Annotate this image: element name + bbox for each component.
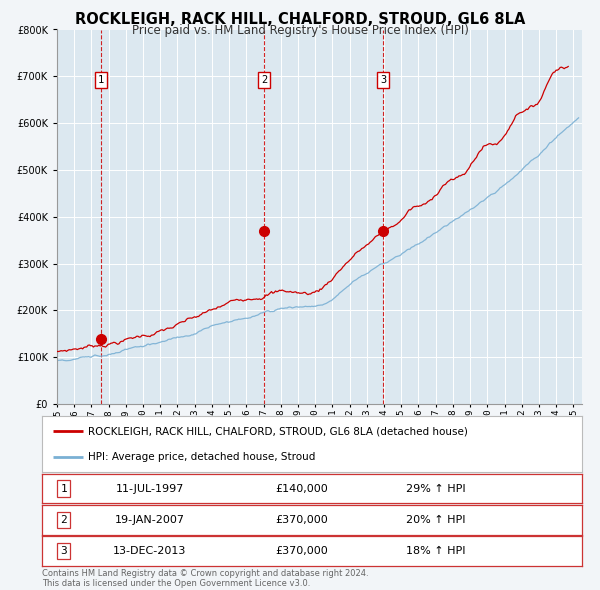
Text: HPI: Average price, detached house, Stroud: HPI: Average price, detached house, Stro…: [88, 452, 315, 462]
Text: Price paid vs. HM Land Registry's House Price Index (HPI): Price paid vs. HM Land Registry's House …: [131, 24, 469, 37]
Text: 1: 1: [60, 484, 67, 493]
Text: 19-JAN-2007: 19-JAN-2007: [115, 515, 185, 525]
Text: ROCKLEIGH, RACK HILL, CHALFORD, STROUD, GL6 8LA (detached house): ROCKLEIGH, RACK HILL, CHALFORD, STROUD, …: [88, 426, 468, 436]
Text: £370,000: £370,000: [275, 515, 328, 525]
Text: 3: 3: [380, 75, 386, 85]
Text: 3: 3: [60, 546, 67, 556]
Text: ROCKLEIGH, RACK HILL, CHALFORD, STROUD, GL6 8LA: ROCKLEIGH, RACK HILL, CHALFORD, STROUD, …: [75, 12, 525, 27]
Text: £140,000: £140,000: [275, 484, 328, 493]
Text: 2: 2: [261, 75, 268, 85]
Text: 11-JUL-1997: 11-JUL-1997: [116, 484, 184, 493]
Text: £370,000: £370,000: [275, 546, 328, 556]
Text: 18% ↑ HPI: 18% ↑ HPI: [406, 546, 466, 556]
Text: 13-DEC-2013: 13-DEC-2013: [113, 546, 187, 556]
Text: 29% ↑ HPI: 29% ↑ HPI: [406, 484, 466, 493]
Text: 20% ↑ HPI: 20% ↑ HPI: [406, 515, 466, 525]
Text: 1: 1: [97, 75, 104, 85]
Text: Contains HM Land Registry data © Crown copyright and database right 2024.
This d: Contains HM Land Registry data © Crown c…: [42, 569, 368, 588]
Text: 2: 2: [60, 515, 67, 525]
